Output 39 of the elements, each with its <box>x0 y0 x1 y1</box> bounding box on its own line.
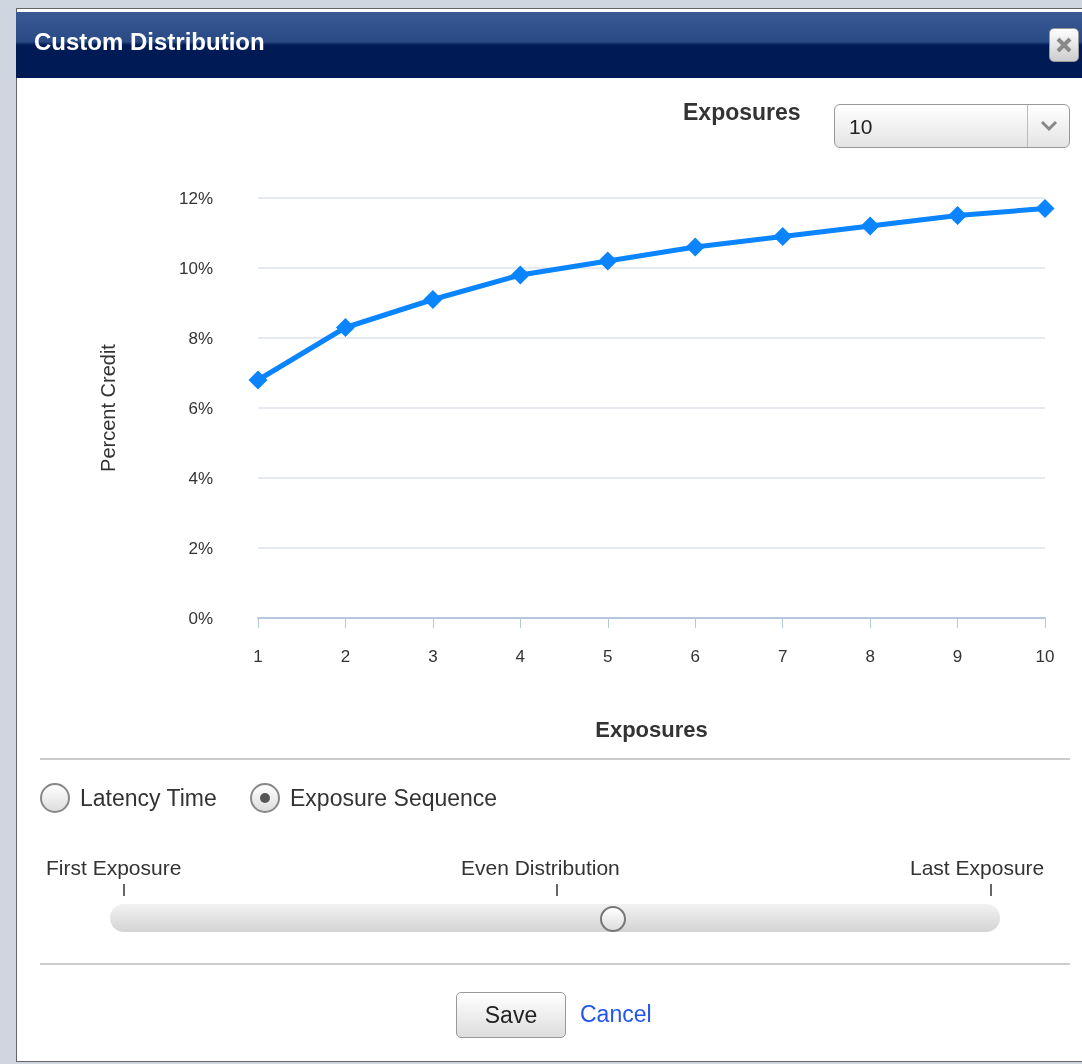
y-tick-label: 0% <box>188 608 213 628</box>
text: Exposures <box>683 99 801 126</box>
x-axis-title: Exposures <box>595 716 708 742</box>
point <box>598 251 618 271</box>
x-tick-label: 8 <box>865 647 875 666</box>
text: 10 <box>849 115 873 139</box>
point <box>1035 199 1055 218</box>
point <box>510 265 530 285</box>
x-tick-label: 4 <box>515 647 526 666</box>
point <box>423 290 443 309</box>
x-tick-label: 9 <box>952 647 963 666</box>
chart-title: Custom Distribution <box>34 28 265 56</box>
x-tick-label: 6 <box>690 647 700 666</box>
point <box>860 216 880 236</box>
y-tick-label: 10% <box>178 258 213 278</box>
x-tick-label: 7 <box>777 647 788 666</box>
y-tick-label: 8% <box>188 328 213 348</box>
text: First Exposure <box>46 856 182 880</box>
x-tick-label: 2 <box>340 647 351 666</box>
text: Exposure Sequence <box>290 784 498 812</box>
text: Last Exposure <box>910 856 1045 880</box>
text: Latency Time <box>80 784 217 812</box>
y-tick-label: 2% <box>188 538 213 558</box>
point <box>948 206 968 225</box>
y-axis-title: Percent Credit <box>97 343 119 472</box>
y-tick-label: 6% <box>188 398 213 418</box>
point <box>773 227 793 246</box>
text: Cancel <box>580 1001 652 1028</box>
text: Even Distribution <box>461 856 620 880</box>
point <box>248 370 268 390</box>
x-tick-label: 1 <box>253 647 263 666</box>
x-tick-label: 5 <box>603 647 613 666</box>
text: Save <box>456 992 566 1038</box>
x-tick-label: 3 <box>428 647 438 666</box>
x-tick-label: 10 <box>1035 647 1055 666</box>
point <box>685 237 705 257</box>
y-tick-label: 4% <box>188 468 213 488</box>
point <box>335 318 355 337</box>
y-tick-label: 12% <box>178 188 213 208</box>
